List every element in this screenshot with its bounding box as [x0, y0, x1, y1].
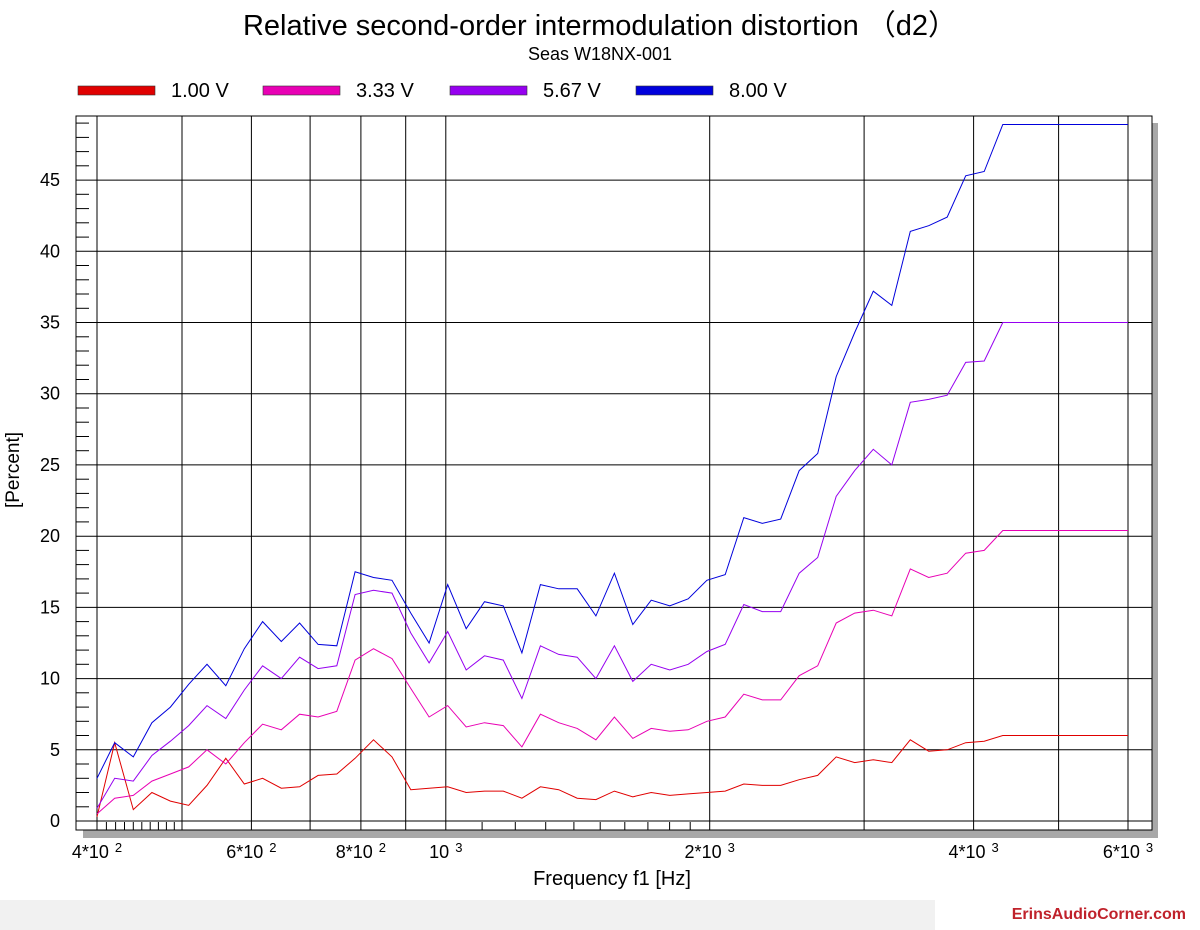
y-tick-label: 30: [40, 384, 60, 404]
x-tick-label-1000: 10 3: [429, 840, 462, 862]
legend-label-3: 5.67 V: [543, 80, 601, 102]
legend-swatch-3: [449, 85, 528, 96]
chart-title: Relative second-order intermodulation di…: [242, 10, 958, 42]
y-tick-label: 0: [50, 811, 60, 831]
distortion-chart: 1.00 V 3.33 V 5.67 V 8.00 V 0 5 10 15 20 25 30 35 4…: [3, 80, 1158, 890]
series-line-3: [96, 322, 1128, 809]
y-tick-label: 15: [40, 597, 60, 617]
x-tick-label-800: 8*10 2: [336, 840, 386, 862]
y-tick-label: 20: [40, 526, 60, 546]
legend-swatch-2: [262, 85, 341, 96]
x-tick-label-600: 6*10 2: [226, 840, 276, 862]
series-line-4: [96, 124, 1128, 779]
legend-swatch-1: [77, 85, 156, 96]
x-tick-label-400: 4*10 2: [72, 840, 122, 862]
y-tick-label: 35: [40, 313, 60, 333]
series-line-1: [96, 735, 1128, 817]
grid: [76, 116, 1152, 830]
plot-area: [75, 115, 1153, 831]
footer-bar: ErinsAudioCorner.com: [0, 900, 1200, 930]
watermark: ErinsAudioCorner.com: [1011, 906, 1186, 923]
y-tick-label: 45: [40, 170, 60, 190]
minor-ticks: [76, 122, 691, 830]
y-tick-label: 10: [40, 669, 60, 689]
x-tick-label-2000: 2*10 3: [685, 840, 735, 862]
chart-subtitle: Seas W18NX-001: [527, 44, 673, 64]
y-tick-labels: 0 5 10 15 20 25 30 35 40 45: [40, 170, 60, 831]
legend-label-1: 1.00 V: [171, 80, 229, 102]
y-tick-label: 25: [40, 455, 60, 475]
series-lines: [96, 124, 1128, 817]
legend-label-4: 8.00 V: [729, 80, 787, 102]
y-tick-label: 40: [40, 241, 60, 261]
series-line-2: [96, 530, 1128, 815]
x-tick-label-6000: 6*10 3: [1103, 840, 1153, 862]
x-axis-label: Frequency f1 [Hz]: [533, 868, 691, 890]
legend-swatch-4: [635, 85, 714, 96]
legend-label-2: 3.33 V: [356, 80, 414, 102]
x-tick-label-4000: 4*10 3: [948, 840, 998, 862]
y-tick-label: 5: [50, 740, 60, 760]
footer-watermark-box: ErinsAudioCorner.com: [935, 900, 1200, 930]
x-tick-labels: 4*10 2 6*10 2 8*10 2 10 3 2*10 3 4*10 3 6*10 3: [72, 840, 1153, 862]
y-axis-label: [Percent]: [3, 432, 24, 508]
legend: 1.00 V 3.33 V 5.67 V 8.00 V: [77, 80, 787, 102]
